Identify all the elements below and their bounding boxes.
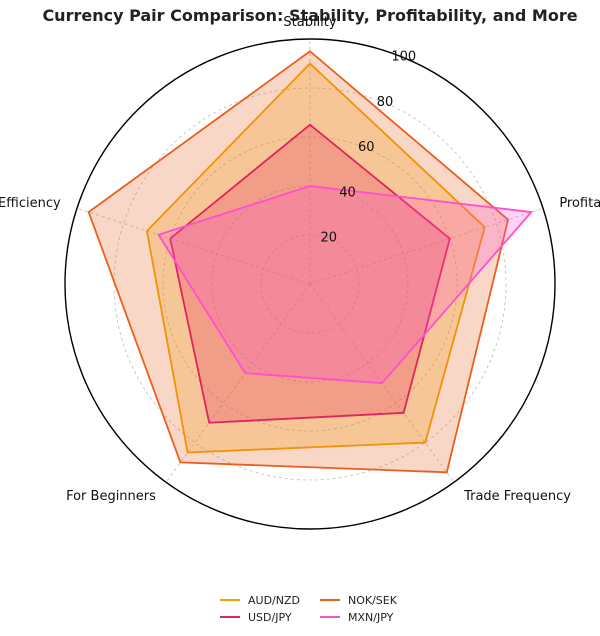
rtick-label-60: 60 <box>358 140 375 155</box>
radial-ticks: 20 40 60 80 100 <box>320 50 416 246</box>
axis-label-profitability: Profitability <box>559 196 600 211</box>
rtick-label-100: 100 <box>391 50 416 65</box>
axis-label-capital-efficiency: Capital Efficiency <box>0 196 61 211</box>
legend-label-mxn-jpy: MXN/JPY <box>348 611 394 624</box>
series-mxn-jpy <box>157 185 534 385</box>
grid-circle-40 <box>211 185 409 383</box>
series-nok-sek <box>87 50 510 474</box>
legend-label-aud-nzd: AUD/NZD <box>248 594 300 607</box>
rtick-label-80: 80 <box>377 95 394 110</box>
series-aud-nzd <box>145 62 486 454</box>
chart-title: Currency Pair Comparison: Stability, Pro… <box>42 6 577 25</box>
outer-ring <box>64 38 556 530</box>
grid-circle-60 <box>162 136 458 432</box>
axis-label-for-beginners: For Beginners <box>66 489 156 504</box>
rtick-label-20: 20 <box>320 231 337 246</box>
spoke-profitability <box>309 207 544 285</box>
rtick-label-40: 40 <box>339 185 356 200</box>
radar-series <box>87 50 534 474</box>
legend: AUD/NZD NOK/SEK USD/JPY MXN/JPY <box>220 594 398 624</box>
spoke-capital-efficiency <box>76 207 311 285</box>
spoke-for-beginners <box>165 283 311 483</box>
legend-label-usd-jpy: USD/JPY <box>248 611 292 624</box>
axis-label-trade-frequency: Trade Frequency <box>463 489 571 504</box>
legend-label-nok-sek: NOK/SEK <box>348 594 398 607</box>
series-usd-jpy <box>169 123 451 424</box>
radar-grid <box>64 38 556 530</box>
axis-labels: Stability Profitability Trade Frequency For… <box>0 15 600 504</box>
grid-circle-80 <box>113 87 507 481</box>
axis-label-stability: Stability <box>283 15 337 30</box>
